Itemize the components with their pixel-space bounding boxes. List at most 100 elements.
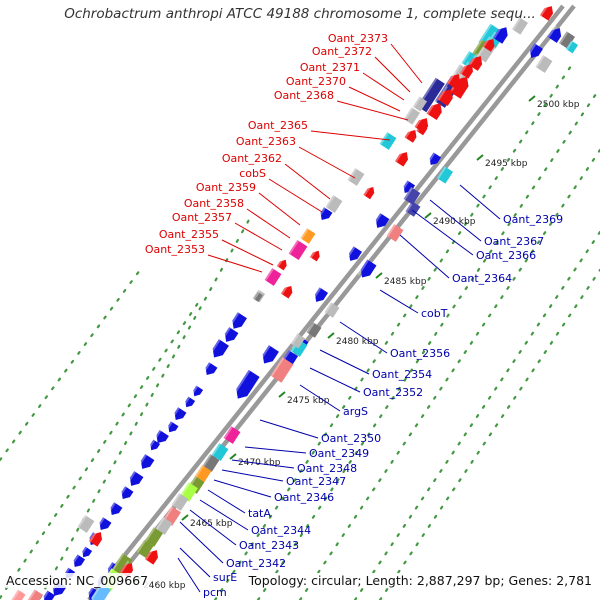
- gene-feature[interactable]: [165, 421, 179, 434]
- gene-label-left[interactable]: Oant_2362: [222, 152, 282, 165]
- gene-feature[interactable]: [26, 589, 44, 600]
- gene-feature[interactable]: [144, 547, 161, 565]
- gene-label-right[interactable]: Oant_2367: [484, 235, 544, 248]
- gene-label-right[interactable]: cobT: [421, 307, 448, 320]
- gene-feature[interactable]: [77, 515, 95, 533]
- gene-label-right[interactable]: Oant_2348: [297, 462, 357, 475]
- gene-feature[interactable]: [145, 527, 163, 547]
- gene-feature[interactable]: [379, 132, 397, 150]
- gene-feature[interactable]: [264, 268, 282, 286]
- gene-feature[interactable]: [459, 61, 476, 79]
- gene-feature[interactable]: [253, 292, 263, 302]
- gene-label-left[interactable]: Oant_2355: [159, 228, 219, 241]
- gene-label-right[interactable]: Oant_2347: [286, 475, 346, 488]
- gene-feature[interactable]: [558, 31, 576, 49]
- gene-label-right[interactable]: Oant_2349: [309, 447, 369, 460]
- gene-label-right[interactable]: surE: [213, 571, 237, 584]
- gene-label-right[interactable]: Oant_2354: [372, 368, 432, 381]
- gene-label-right[interactable]: Oant_2356: [390, 347, 450, 360]
- gene-feature[interactable]: [107, 502, 123, 518]
- gene-feature[interactable]: [118, 486, 134, 502]
- gene-label-left[interactable]: Oant_2357: [172, 211, 232, 224]
- gene-feature[interactable]: [155, 517, 173, 535]
- gene-label-right[interactable]: pcm: [203, 586, 227, 599]
- gene-feature[interactable]: [309, 248, 322, 262]
- gene-feature[interactable]: [232, 369, 260, 402]
- gene-feature[interactable]: [202, 362, 218, 378]
- gene-feature[interactable]: [111, 553, 133, 577]
- gene-label-left[interactable]: Oant_2365: [248, 119, 308, 132]
- gene-feature[interactable]: [288, 240, 308, 260]
- gene-feature[interactable]: [468, 53, 486, 71]
- gene-feature[interactable]: [363, 184, 376, 200]
- gene-feature[interactable]: [40, 590, 56, 600]
- gene-label-right[interactable]: Oant_2364: [452, 272, 512, 285]
- gene-feature[interactable]: [325, 195, 343, 213]
- gene-feature[interactable]: [280, 283, 295, 299]
- gene-feature[interactable]: [194, 465, 212, 483]
- gene-feature[interactable]: [414, 115, 432, 133]
- gene-feature[interactable]: [190, 385, 204, 399]
- gene-feature[interactable]: [136, 540, 154, 558]
- gene-feature[interactable]: [394, 149, 411, 167]
- gene-label-right[interactable]: Oant_2342: [226, 557, 286, 570]
- gene-feature[interactable]: [426, 100, 446, 120]
- gene-label-right[interactable]: argS: [343, 405, 368, 418]
- gene-label-left[interactable]: Oant_2359: [196, 181, 256, 194]
- gene-feature[interactable]: [437, 86, 457, 106]
- gene-feature[interactable]: [357, 259, 377, 280]
- gene-feature[interactable]: [171, 407, 187, 423]
- gene-label-left[interactable]: Oant_2371: [300, 61, 360, 74]
- gene-feature[interactable]: [446, 71, 463, 89]
- gene-feature[interactable]: [229, 312, 247, 331]
- gene-feature[interactable]: [306, 322, 322, 338]
- gene-feature[interactable]: [182, 396, 196, 410]
- gene-label-left[interactable]: Oant_2372: [312, 45, 372, 58]
- gene-label-right[interactable]: Oant_2344: [251, 524, 311, 537]
- gene-label-left[interactable]: cobS: [239, 167, 266, 180]
- gene-feature[interactable]: [137, 454, 155, 472]
- gene-feature[interactable]: [347, 168, 365, 186]
- gene-feature[interactable]: [535, 55, 553, 73]
- gene-feature[interactable]: [147, 439, 161, 453]
- gene-label-left[interactable]: Oant_2370: [286, 75, 346, 88]
- gene-feature[interactable]: [209, 339, 229, 361]
- gene-feature[interactable]: [171, 493, 189, 511]
- gene-feature[interactable]: [547, 25, 565, 43]
- gene-feature[interactable]: [317, 207, 333, 223]
- gene-feature[interactable]: [436, 166, 454, 184]
- gene-feature[interactable]: [493, 24, 511, 44]
- gene-feature[interactable]: [324, 302, 340, 318]
- gene-feature[interactable]: [202, 454, 220, 472]
- gene-label-left[interactable]: Oant_2373: [328, 32, 388, 45]
- gene-feature[interactable]: [276, 257, 289, 271]
- gene-label-right[interactable]: Oant_2369: [503, 213, 563, 226]
- gene-feature[interactable]: [223, 426, 241, 444]
- gene-feature[interactable]: [126, 471, 144, 489]
- gene-feature[interactable]: [259, 345, 279, 367]
- gene-label-left[interactable]: Oant_2368: [274, 89, 334, 102]
- gene-feature[interactable]: [482, 36, 498, 52]
- gene-feature[interactable]: [88, 529, 105, 547]
- gene-feature[interactable]: [511, 17, 529, 35]
- gene-feature[interactable]: [270, 357, 294, 383]
- gene-feature[interactable]: [565, 40, 579, 54]
- gene-label-left[interactable]: Oant_2353: [145, 243, 205, 256]
- gene-feature[interactable]: [10, 589, 26, 600]
- gene-feature[interactable]: [403, 187, 421, 205]
- gene-feature[interactable]: [79, 546, 93, 560]
- gene-feature[interactable]: [221, 327, 239, 345]
- gene-label-right[interactable]: Oant_2343: [239, 539, 299, 552]
- gene-labels[interactable]: Oant_2373Oant_2372Oant_2371Oant_2370Oant…: [145, 32, 563, 599]
- gene-feature[interactable]: [372, 213, 390, 231]
- gene-feature[interactable]: [345, 246, 363, 263]
- gene-feature[interactable]: [300, 228, 316, 244]
- gene-label-right[interactable]: Oant_2350: [321, 432, 381, 445]
- gene-feature[interactable]: [290, 333, 306, 349]
- gene-feature[interactable]: [412, 96, 428, 112]
- gene-feature[interactable]: [426, 152, 442, 168]
- gene-feature[interactable]: [400, 180, 416, 196]
- gene-label-left[interactable]: Oant_2358: [184, 197, 244, 210]
- gene-feature[interactable]: [403, 107, 421, 125]
- gene-label-right[interactable]: tatA: [248, 507, 271, 520]
